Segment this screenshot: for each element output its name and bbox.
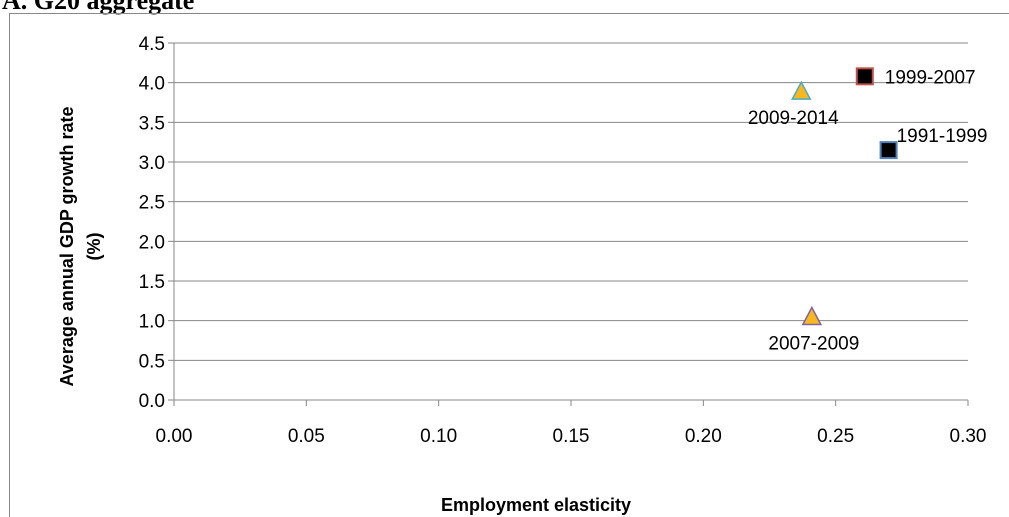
- data-label: 1999-2007: [885, 67, 976, 88]
- x-axis-title: Employment elasticity: [441, 495, 631, 515]
- y-tick-label: 0.5: [139, 351, 165, 372]
- data-point-2007-2009: [803, 307, 821, 324]
- x-tick-label: 0.05: [288, 426, 325, 447]
- y-tick-label: 4.5: [139, 34, 165, 55]
- x-tick-label: 0.25: [817, 426, 854, 447]
- y-tick-label: 4.0: [139, 74, 165, 95]
- y-tick-label: 3.5: [139, 113, 165, 134]
- data-label: 2009-2014: [748, 108, 839, 129]
- y-tick-label: 0.0: [139, 391, 165, 412]
- data-label: 2007-2009: [768, 333, 859, 354]
- data-point-1999-2007: [857, 68, 873, 84]
- x-tick-label: 0.20: [685, 426, 722, 447]
- x-tick-label: 0.15: [553, 426, 590, 447]
- data-point-1991-1999: [881, 142, 897, 158]
- x-tick-label: 0.10: [420, 426, 457, 447]
- y-tick-label: 1.5: [139, 272, 165, 293]
- y-tick-label: 2.5: [139, 193, 165, 214]
- y-axis-title: Average annual GDP growth rate (%): [57, 106, 104, 386]
- data-label: 1991-1999: [897, 126, 988, 147]
- data-point-2009-2014: [792, 82, 810, 99]
- y-tick-label: 2.0: [139, 232, 165, 253]
- y-tick-label: 3.0: [139, 153, 165, 174]
- x-tick-label: 0.00: [156, 426, 193, 447]
- x-tick-label: 0.30: [950, 426, 987, 447]
- y-axis-title-line: (%): [84, 233, 104, 261]
- y-axis-title-line: Average annual GDP growth rate: [57, 106, 77, 386]
- y-tick-label: 1.0: [139, 312, 165, 333]
